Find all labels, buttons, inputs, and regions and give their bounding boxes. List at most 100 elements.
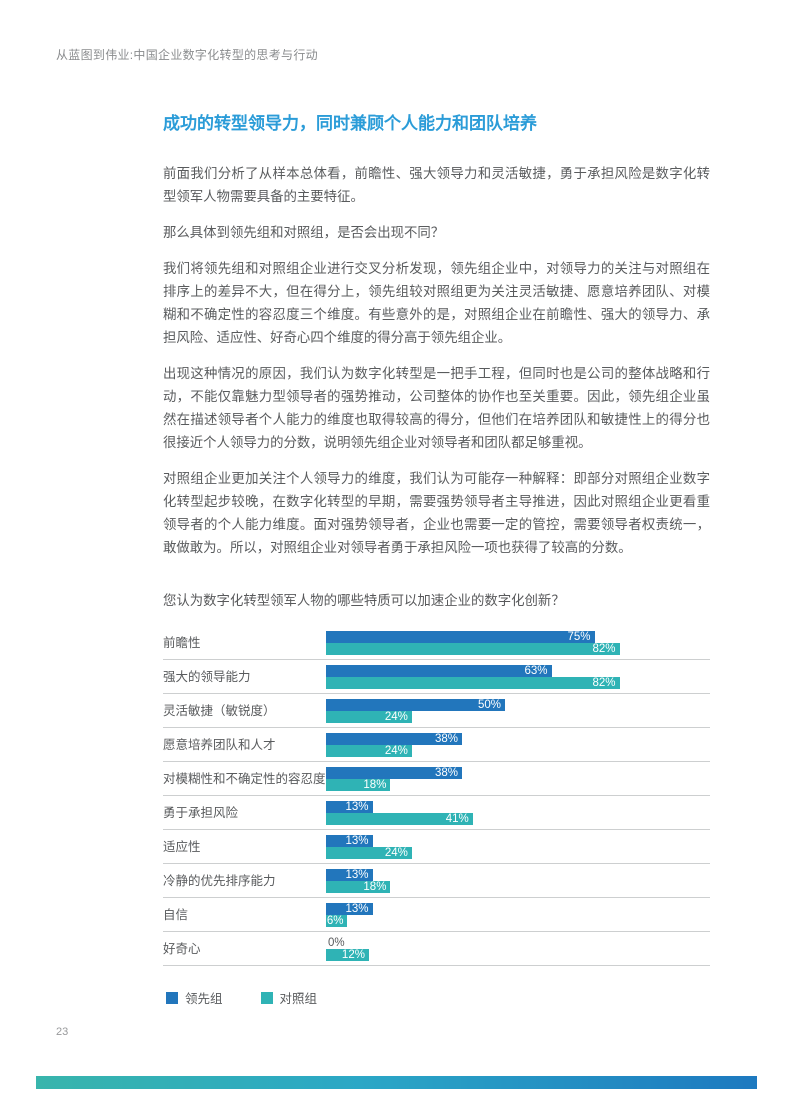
bar-track-control: 41%: [326, 813, 684, 825]
chart-row: 自信 13% 6%: [163, 898, 710, 932]
chart-category-label: 对模糊性和不确定性的容忍度: [163, 771, 326, 786]
bar-value-label: 24%: [384, 745, 408, 757]
bar-value-label: 82%: [592, 677, 616, 689]
chart-row-bars: 50% 24%: [326, 699, 684, 723]
bar-value-label: 24%: [384, 711, 408, 723]
bar-control: 24%: [326, 847, 412, 859]
bar-track-leading: 13%: [326, 903, 684, 915]
content-column: 成功的转型领导力，同时兼顾个人能力和团队培养 前面我们分析了从样本总体看，前瞻性…: [163, 0, 710, 1007]
bar-track-leading: 50%: [326, 699, 684, 711]
bar-track-control: 24%: [326, 745, 684, 757]
bar-control: 24%: [326, 711, 412, 723]
bar-value-label: 38%: [435, 733, 459, 745]
chart-legend: 领先组 对照组: [163, 988, 710, 1007]
legend-label-leading: 领先组: [185, 992, 223, 1006]
bar-track-control: 24%: [326, 711, 684, 723]
chart-row-bars: 63% 82%: [326, 665, 684, 689]
bar-leading: 13%: [326, 869, 373, 881]
bar-track-control: 24%: [326, 847, 684, 859]
bar-track-leading: 63%: [326, 665, 684, 677]
bar-control: 41%: [326, 813, 473, 825]
bar-control: 6%: [326, 915, 348, 927]
chart-category-label: 愿意培养团队和人才: [163, 737, 276, 752]
chart-category-label: 灵活敏捷（敏锐度）: [163, 703, 276, 718]
bar-value-label: 13%: [345, 903, 369, 915]
bar-track-leading: 13%: [326, 835, 684, 847]
bar-value-label: 13%: [345, 835, 369, 847]
bar-leading: 13%: [326, 835, 373, 847]
chart-row-bars: 13% 24%: [326, 835, 684, 859]
chart-row: 适应性 13% 24%: [163, 830, 710, 864]
bar-value-label: 12%: [341, 949, 365, 961]
bar-leading: 13%: [326, 903, 373, 915]
bar-value-label: 63%: [524, 665, 548, 677]
bar-control: 18%: [326, 779, 391, 791]
bar-track-leading: 13%: [326, 801, 684, 813]
chart-category-label: 自信: [163, 907, 189, 922]
bar-track-control: 6%: [326, 915, 684, 927]
paragraph-3: 我们将领先组和对照组企业进行交叉分析发现，领先组企业中，对领导力的关注与对照组在…: [163, 261, 710, 345]
paragraph-4: 出现这种情况的原因，我们认为数字化转型是一把手工程，但同时也是公司的整体战略和行…: [163, 366, 710, 450]
chart-category-label: 适应性: [163, 839, 201, 854]
doc-header-title: 从蓝图到伟业:中国企业数字化转型的思考与行动: [56, 48, 318, 62]
section-title: 成功的转型领导力，同时兼顾个人能力和团队培养: [163, 114, 537, 133]
bar-control: 12%: [326, 949, 369, 961]
bar-leading: 38%: [326, 733, 463, 745]
chart-row-bars: 13% 6%: [326, 903, 684, 927]
page-number: 23: [56, 1026, 69, 1038]
bar-leading: 13%: [326, 801, 373, 813]
paragraph-1: 前面我们分析了从样本总体看，前瞻性、强大领导力和灵活敏捷，勇于承担风险是数字化转…: [163, 166, 710, 204]
bar-value-label: 41%: [445, 813, 469, 825]
bar-value-label: 6%: [326, 915, 344, 927]
bar-track-leading: 13%: [326, 869, 684, 881]
legend-swatch-leading-icon: [166, 991, 178, 1004]
chart-row: 冷静的优先排序能力 13% 18%: [163, 864, 710, 898]
chart-question: 您认为数字化转型领军人物的哪些特质可以加速企业的数字化创新？: [163, 593, 565, 608]
bar-leading: 38%: [326, 767, 463, 779]
chart-category-label: 好奇心: [163, 941, 201, 956]
bar-track-leading: 0%: [326, 937, 684, 949]
bar-track-leading: 75%: [326, 631, 684, 643]
bar-value-label: 18%: [363, 881, 387, 893]
paragraph-5: 对照组企业更加关注个人领导力的维度，我们认为可能存一种解释：即部分对照组企业数字…: [163, 471, 710, 555]
bar-track-control: 12%: [326, 949, 684, 961]
bar-value-label: 75%: [567, 631, 591, 643]
bar-value-label: 13%: [345, 869, 369, 881]
legend-item-control: 对照组: [260, 988, 318, 1007]
bar-value-label: 82%: [592, 643, 616, 655]
legend-label-control: 对照组: [279, 992, 318, 1006]
chart-category-label: 前瞻性: [163, 635, 201, 650]
bar-control: 82%: [326, 643, 620, 655]
chart-row-bars: 13% 18%: [326, 869, 684, 893]
bar-leading: 50%: [326, 699, 505, 711]
bar-chart: 前瞻性 75% 82% 强大的领导能力 63% 82% 灵活敏捷（敏锐度） 50% 24% 愿意培…: [163, 626, 710, 1007]
chart-row-bars: 13% 41%: [326, 801, 684, 825]
bar-track-leading: 38%: [326, 767, 684, 779]
bar-value-label: 18%: [363, 779, 387, 791]
bar-track-control: 82%: [326, 643, 684, 655]
chart-category-label: 强大的领导能力: [163, 669, 251, 684]
bar-track-control: 82%: [326, 677, 684, 689]
chart-row: 勇于承担风险 13% 41%: [163, 796, 710, 830]
paragraph-2: 那么具体到领先组和对照组，是否会出现不同？: [163, 225, 445, 240]
legend-swatch-control-icon: [260, 991, 273, 1004]
bar-leading: 75%: [326, 631, 595, 643]
bar-control: 82%: [326, 677, 620, 689]
chart-category-label: 勇于承担风险: [163, 805, 239, 820]
bar-value-label: 24%: [384, 847, 408, 859]
bar-value-label: 0%: [328, 937, 345, 949]
bar-control: 18%: [326, 881, 391, 893]
bar-value-label: 50%: [477, 699, 501, 711]
bar-track-leading: 38%: [326, 733, 684, 745]
chart-row: 好奇心 0% 12%: [163, 932, 710, 966]
legend-item-leading: 领先组: [166, 988, 223, 1007]
chart-row: 强大的领导能力 63% 82%: [163, 660, 710, 694]
chart-row-bars: 0% 12%: [326, 937, 684, 961]
bar-track-control: 18%: [326, 779, 684, 791]
bar-leading: 63%: [326, 665, 552, 677]
chart-row: 前瞻性 75% 82%: [163, 626, 710, 660]
chart-row-bars: 38% 24%: [326, 733, 684, 757]
chart-row: 灵活敏捷（敏锐度） 50% 24%: [163, 694, 710, 728]
bar-value-label: 38%: [435, 767, 459, 779]
